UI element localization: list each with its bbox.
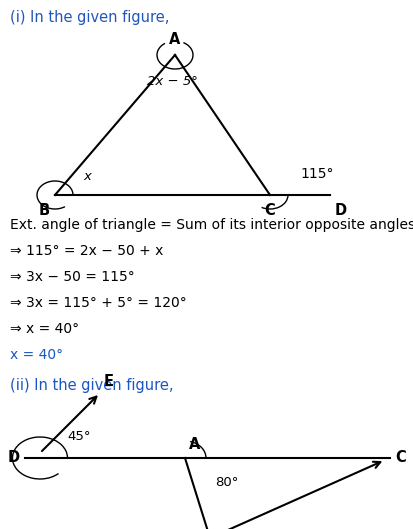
- Text: 2x − 5°: 2x − 5°: [147, 75, 197, 88]
- Text: B: B: [39, 203, 50, 218]
- Text: C: C: [264, 203, 275, 218]
- Text: ⇒ x = 40°: ⇒ x = 40°: [10, 322, 79, 336]
- Text: ⇒ 115° = 2x − 50 + x: ⇒ 115° = 2x − 50 + x: [10, 244, 163, 258]
- Text: A: A: [189, 437, 200, 452]
- Text: 80°: 80°: [214, 476, 238, 489]
- Text: ⇒ 3x = 115° + 5° = 120°: ⇒ 3x = 115° + 5° = 120°: [10, 296, 186, 310]
- Text: D: D: [334, 203, 346, 218]
- Text: E: E: [104, 374, 114, 389]
- Text: D: D: [8, 451, 20, 466]
- Text: x = 40°: x = 40°: [10, 348, 63, 362]
- Text: A: A: [169, 32, 180, 47]
- Text: 45°: 45°: [67, 430, 90, 443]
- Text: (i) In the given figure,: (i) In the given figure,: [10, 10, 169, 25]
- Text: (ii) In the given figure,: (ii) In the given figure,: [10, 378, 173, 393]
- Text: C: C: [394, 451, 405, 466]
- Text: ⇒ 3x − 50 = 115°: ⇒ 3x − 50 = 115°: [10, 270, 134, 284]
- Text: Ext. angle of triangle = Sum of its interior opposite angles.: Ext. angle of triangle = Sum of its inte…: [10, 218, 413, 232]
- Text: 115°: 115°: [299, 167, 333, 181]
- Text: x: x: [83, 170, 91, 183]
